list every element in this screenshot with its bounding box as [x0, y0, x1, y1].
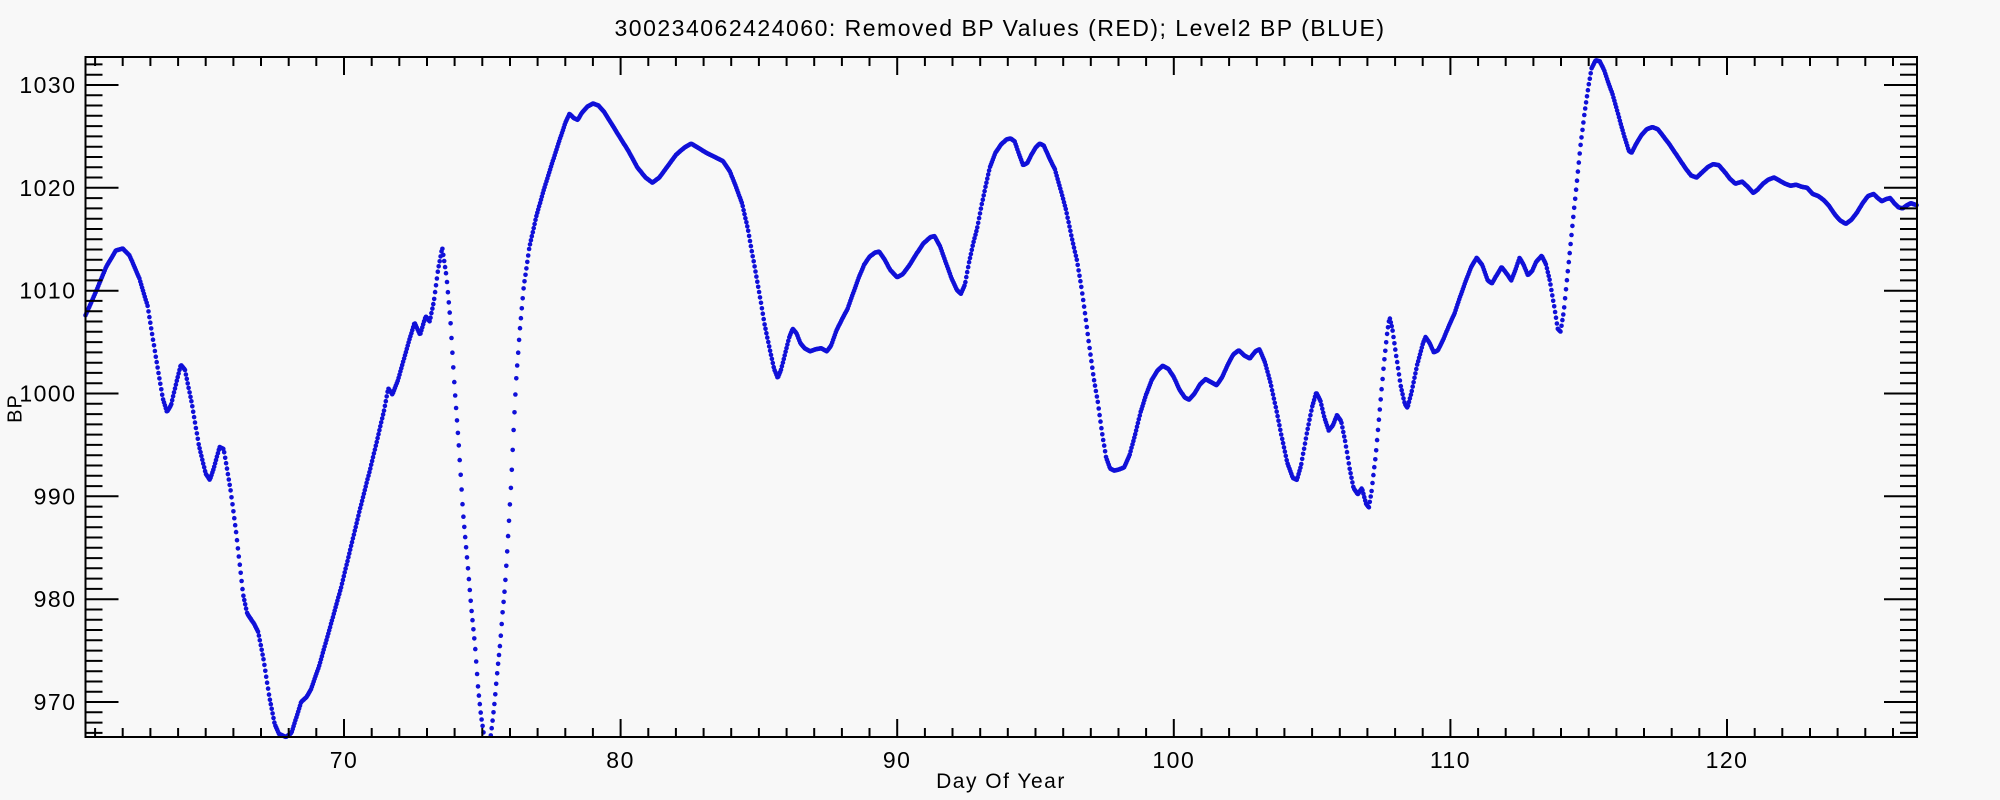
svg-text:970: 970	[34, 689, 77, 715]
svg-text:70: 70	[330, 747, 359, 773]
svg-text:80: 80	[606, 747, 635, 773]
svg-text:90: 90	[883, 747, 912, 773]
svg-text:1010: 1010	[19, 278, 76, 304]
x-axis-title: Day Of Year	[936, 770, 1066, 793]
svg-text:1000: 1000	[19, 381, 76, 407]
svg-text:980: 980	[34, 586, 77, 612]
svg-text:1030: 1030	[19, 72, 76, 98]
chart-title: 300234062424060: Removed BP Values (RED)…	[614, 15, 1386, 41]
svg-text:120: 120	[1706, 747, 1749, 773]
svg-text:110: 110	[1430, 747, 1471, 773]
svg-text:990: 990	[34, 483, 77, 509]
svg-text:1020: 1020	[19, 175, 76, 201]
svg-text:100: 100	[1152, 747, 1195, 773]
